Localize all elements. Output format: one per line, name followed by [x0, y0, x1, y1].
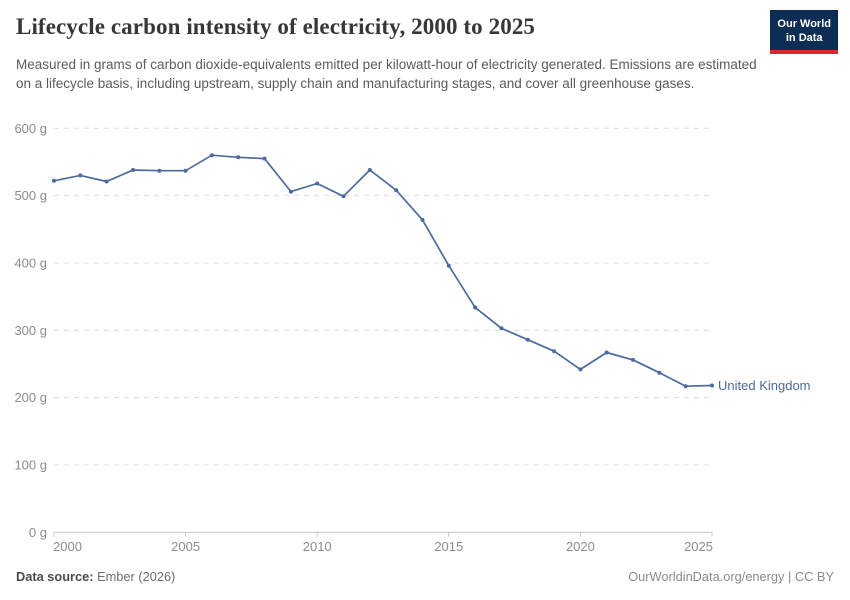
x-tick-label: 2025 [684, 539, 713, 554]
data-point[interactable] [262, 156, 267, 161]
chart-subtitle: Measured in grams of carbon dioxide-equi… [16, 57, 757, 92]
data-point[interactable] [552, 349, 557, 354]
series-line-united-kingdom[interactable] [53, 154, 713, 388]
data-source-value: Ember (2026) [93, 569, 176, 584]
data-point[interactable] [288, 189, 293, 194]
data-point[interactable] [157, 168, 162, 173]
data-point[interactable] [367, 168, 372, 172]
data-source-label: Data source: [16, 569, 94, 584]
chart-title: Lifecycle carbon intensity of electricit… [16, 14, 536, 39]
data-point[interactable] [104, 179, 109, 184]
owid-url-license[interactable]: OurWorldinData.org/energy | CC BY [628, 569, 834, 584]
series-end-label[interactable]: United Kingdom [718, 378, 811, 393]
data-point[interactable] [710, 383, 714, 388]
data-point[interactable] [315, 181, 320, 186]
data-point[interactable] [183, 168, 188, 173]
data-point[interactable] [683, 384, 688, 389]
data-source-note: Data source: Ember (2026) [16, 569, 175, 584]
y-tick-label: 0 g [29, 525, 47, 540]
x-tick-label: 2010 [303, 539, 332, 554]
y-tick-label: 200 g [14, 390, 47, 405]
data-point[interactable] [394, 188, 399, 193]
x-tick-label: 2015 [434, 539, 463, 554]
data-point[interactable] [131, 168, 135, 172]
data-point[interactable] [631, 357, 635, 362]
data-point[interactable] [236, 155, 241, 160]
owid-logo-line2: in Data [785, 32, 823, 45]
data-point[interactable] [209, 153, 214, 158]
data-point[interactable] [341, 194, 346, 199]
owid-logo[interactable]: Our World in Data [770, 10, 838, 55]
data-point[interactable] [446, 263, 451, 268]
data-point[interactable] [604, 350, 609, 355]
y-tick-label: 600 g [14, 121, 47, 136]
x-tick-label: 2005 [171, 539, 200, 554]
y-tick-label: 300 g [14, 323, 47, 338]
data-point[interactable] [657, 370, 662, 375]
x-tick-label: 2000 [53, 539, 82, 554]
y-tick-label: 100 g [14, 457, 47, 472]
y-tick-label: 400 g [14, 255, 47, 270]
data-point[interactable] [578, 367, 583, 372]
y-tick-label: 500 g [14, 188, 47, 203]
x-tick-label: 2020 [566, 539, 595, 554]
data-point[interactable] [499, 326, 504, 331]
data-point[interactable] [473, 305, 478, 310]
owid-logo-line1: Our World [777, 18, 831, 30]
data-point[interactable] [525, 337, 530, 342]
data-point[interactable] [78, 173, 83, 178]
data-point[interactable] [420, 217, 425, 222]
data-point[interactable] [52, 178, 56, 183]
